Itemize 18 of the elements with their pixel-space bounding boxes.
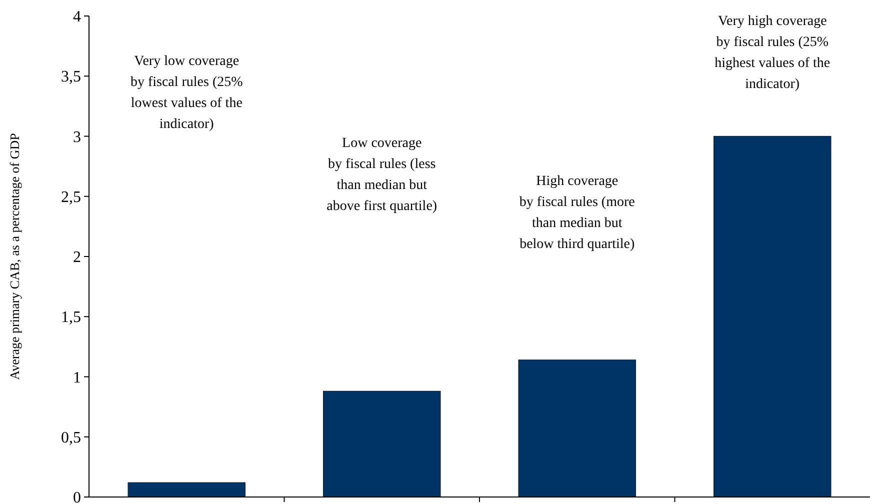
y-tick-label: 1,5 <box>61 309 81 326</box>
annotation: High coverage by fiscal rules (more than median but below third quartile) <box>519 174 635 252</box>
y-tick-label: 3,5 <box>61 68 81 86</box>
bar <box>714 136 832 498</box>
bar <box>518 360 636 498</box>
bar <box>128 482 246 498</box>
y-axis-title: Average primary CAB, as a percentage of GDP <box>7 133 22 380</box>
y-tick-label: 0,5 <box>61 429 81 446</box>
annotation: Low coverage by fiscal rules (less than median but above first quartile) <box>326 136 438 214</box>
y-tick-label: 0 <box>73 490 81 504</box>
annotation: Very high coverage by fiscal rules (25% highest values of the indicator) <box>714 14 830 92</box>
bar <box>323 390 441 498</box>
y-tick-label: 2,5 <box>61 188 81 206</box>
y-tick-label: 3 <box>73 128 81 146</box>
y-tick-label: 2 <box>73 249 81 266</box>
y-tick-label: 1 <box>73 369 81 386</box>
annotation: Very low coverage by fiscal rules (25% lowest values of the indicator) <box>130 54 244 132</box>
y-tick-label: 4 <box>73 8 81 26</box>
